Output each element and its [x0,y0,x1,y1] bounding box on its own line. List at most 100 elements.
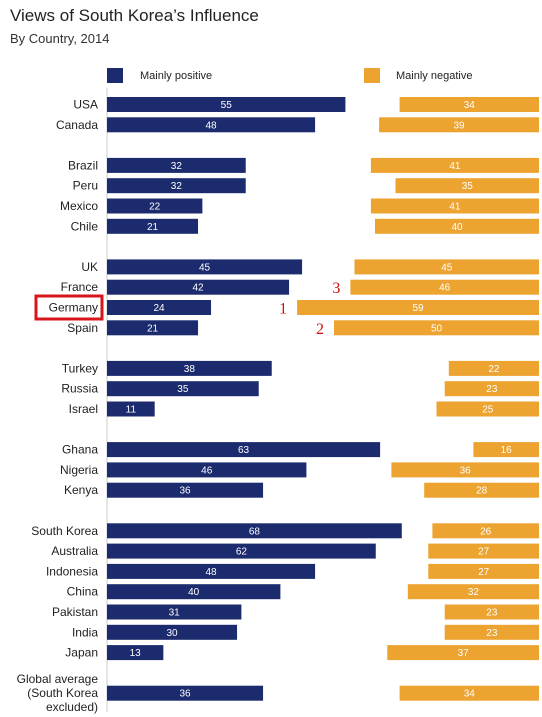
bar-negative-india [444,624,539,640]
bar-positive-pakistan [107,604,242,620]
bar-negative-ghana [473,442,539,458]
bar-negative-pakistan [444,604,539,620]
value-negative-australia: 27 [478,547,490,558]
bar-negative-uk [354,259,539,275]
bar-positive-mexico [107,198,203,214]
value-positive-indonesia: 48 [205,567,217,578]
bar-positive-china [107,584,281,600]
bar-negative-canada [379,117,539,133]
country-label-mexico: Mexico [60,199,98,213]
value-positive-uk: 45 [199,262,211,273]
bar-positive-usa [107,97,346,112]
value-positive-global-average-south-korea-excluded: 36 [179,689,191,700]
chart-subtitle: By Country, 2014 [10,31,110,46]
value-negative-global-average-south-korea-excluded: 34 [464,689,476,700]
bar-positive-turkey [107,360,272,376]
bar-positive-chile [107,218,199,234]
country-label-global-average-south-korea-excluded-line-3: excluded) [46,700,98,714]
bar-negative-south-korea [432,523,539,539]
highlight-box-germany [34,294,104,321]
bar-positive-kenya [107,482,264,498]
value-negative-israel: 25 [482,405,494,416]
country-label-ghana: Ghana [62,443,98,457]
value-negative-france: 46 [439,283,451,294]
country-label-usa: USA [73,98,98,112]
legend-label-positive: Mainly positive [140,70,212,82]
country-label-south-korea: South Korea [31,524,98,538]
country-label-russia: Russia [61,382,98,396]
country-label-china: China [67,585,99,599]
value-positive-turkey: 38 [184,364,196,375]
value-positive-peru: 32 [171,181,183,192]
bar-negative-nigeria [391,462,539,478]
bar-positive-ghana [107,442,381,458]
country-label-indonesia: Indonesia [46,564,98,578]
value-negative-pakistan: 23 [486,608,498,619]
country-label-turkey: Turkey [62,361,98,375]
country-label-global-average-south-korea-excluded-line-1: Global average [17,672,99,686]
bar-positive-india [107,624,238,640]
value-negative-uk: 45 [441,262,453,273]
bar-negative-brazil [370,157,539,173]
value-positive-india: 30 [166,628,178,639]
value-negative-canada: 39 [453,120,465,131]
value-positive-kenya: 36 [179,486,191,497]
bar-positive-germany [107,300,212,315]
bar-negative-kenya [424,482,539,498]
bar-positive-russia [107,381,259,397]
country-label-uk: UK [81,260,98,274]
value-negative-japan: 37 [458,648,470,659]
country-label-germany: Germany [49,301,98,315]
value-negative-chile: 40 [451,222,463,233]
value-positive-russia: 35 [177,384,189,395]
annotation-spain: 2 [316,321,324,338]
bar-negative-australia [428,543,539,559]
value-positive-france: 42 [192,283,204,294]
value-positive-australia: 62 [236,547,248,558]
bar-positive-japan [107,645,164,661]
bar-positive-global-average-south-korea-excluded [107,685,264,701]
value-positive-germany: 24 [153,303,165,314]
country-label-france: France [61,280,99,294]
value-negative-india: 23 [486,628,498,639]
country-label-spain: Spain [67,321,98,335]
country-label-brazil: Brazil [68,158,98,172]
value-positive-south-korea: 68 [249,526,261,537]
bar-negative-usa [399,97,539,112]
value-negative-south-korea: 26 [480,526,492,537]
bar-negative-spain [334,320,539,336]
bar-negative-france [350,279,539,295]
value-negative-brazil: 41 [449,161,461,172]
value-positive-ghana: 63 [238,445,250,456]
country-label-chile: Chile [71,219,99,233]
value-negative-indonesia: 27 [478,567,490,578]
value-positive-usa: 55 [221,100,233,111]
bar-negative-chile [375,218,539,234]
value-positive-brazil: 32 [171,161,183,172]
country-label-kenya: Kenya [64,483,98,497]
bar-negative-global-average-south-korea-excluded [399,685,539,701]
value-negative-spain: 50 [431,323,443,334]
bar-positive-israel [107,401,155,417]
bar-negative-israel [436,401,539,417]
bar-positive-indonesia [107,563,316,579]
bar-positive-uk [107,259,303,275]
value-positive-israel: 11 [126,405,137,416]
legend-swatch-negative [364,68,380,83]
country-label-peru: Peru [73,179,98,193]
bar-negative-china [407,584,539,600]
value-positive-japan: 13 [130,648,142,659]
country-label-pakistan: Pakistan [52,605,98,619]
bar-negative-germany [297,300,539,315]
bar-negative-peru [395,178,539,194]
country-label-australia: Australia [51,544,98,558]
value-negative-china: 32 [468,587,480,598]
value-negative-turkey: 22 [488,364,500,375]
country-label-canada: Canada [56,118,98,132]
bar-negative-japan [387,645,539,661]
annotation-france: 3 [332,280,340,297]
chart-title: Views of South Korea’s Influence [10,6,259,25]
bar-positive-nigeria [107,462,307,478]
bar-positive-south-korea [107,523,402,539]
